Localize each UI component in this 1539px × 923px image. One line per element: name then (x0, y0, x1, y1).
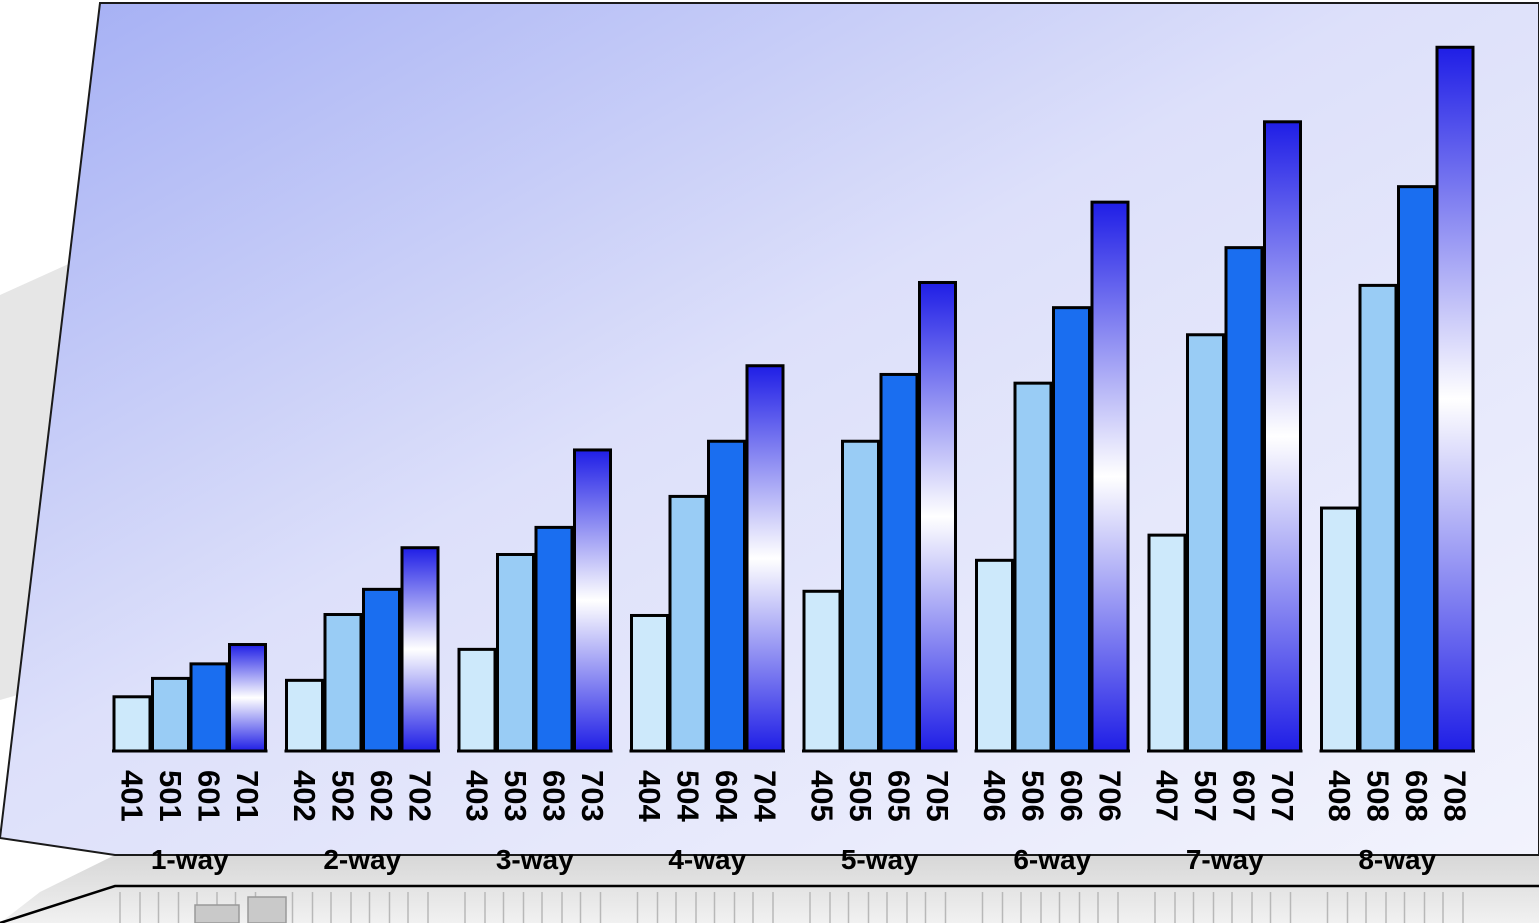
bar-701 (228, 643, 267, 753)
bar-705 (918, 280, 957, 753)
tick-label-608: 608 (1399, 770, 1434, 822)
tick-label-602: 602 (364, 770, 399, 822)
bar-608 (1397, 185, 1436, 753)
bar-601 (189, 662, 229, 753)
tick-label-603: 603 (537, 770, 572, 822)
bars-layer (112, 45, 1475, 753)
bar-504 (668, 494, 708, 753)
bar-605 (879, 372, 919, 753)
bar-408 (1320, 506, 1359, 753)
group-label-6-way: 6-way (1013, 844, 1091, 875)
bar-604 (707, 439, 746, 753)
bar-704 (745, 364, 785, 753)
group-label-4-way: 4-way (668, 844, 746, 875)
tick-label-704: 704 (748, 770, 783, 822)
group-label-3-way: 3-way (496, 844, 574, 875)
tick-label-403: 403 (460, 770, 495, 822)
bar-708 (1435, 45, 1475, 753)
bar-607 (1224, 246, 1264, 753)
tick-label-406: 406 (977, 770, 1012, 822)
bar-505 (841, 439, 880, 753)
bar-404 (630, 613, 669, 753)
tick-label-708: 708 (1438, 770, 1473, 822)
group-label-2-way: 2-way (323, 844, 401, 875)
tick-label-507: 507 (1188, 770, 1223, 822)
tick-label-506: 506 (1016, 770, 1051, 822)
tick-label-404: 404 (632, 770, 667, 822)
group-label-1-way: 1-way (151, 844, 229, 875)
chart-floor (0, 855, 1539, 923)
bar-401 (112, 695, 152, 753)
tick-label-504: 504 (671, 770, 706, 822)
group-label-7-way: 7-way (1186, 844, 1264, 875)
group-label-5-way: 5-way (841, 844, 919, 875)
bar-502 (323, 613, 363, 753)
group-label-8-way: 8-way (1358, 844, 1436, 875)
bar-707 (1263, 120, 1302, 753)
tick-label-701: 701 (230, 770, 265, 822)
bar-702 (400, 546, 440, 753)
bar-503 (496, 552, 535, 753)
bar-506 (1013, 381, 1053, 753)
tick-label-707: 707 (1265, 770, 1300, 822)
tick-label-502: 502 (326, 770, 361, 822)
tick-label-402: 402 (287, 770, 322, 822)
tick-label-601: 601 (192, 770, 227, 822)
tick-label-408: 408 (1322, 770, 1357, 822)
bar-508 (1358, 283, 1398, 753)
tick-label-705: 705 (920, 770, 955, 822)
tick-label-501: 501 (153, 770, 188, 822)
bar-706 (1090, 200, 1130, 753)
bar-606 (1052, 306, 1091, 753)
bar-603 (534, 525, 574, 753)
tick-label-706: 706 (1093, 770, 1128, 822)
bar-405 (802, 589, 842, 753)
bar-507 (1186, 333, 1225, 753)
tick-label-604: 604 (709, 770, 744, 822)
bar-501 (151, 676, 190, 753)
tick-label-605: 605 (882, 770, 917, 822)
bar-602 (362, 587, 401, 753)
tick-label-703: 703 (575, 770, 610, 822)
bar-407 (1147, 533, 1187, 753)
floor-stripes (119, 892, 1464, 923)
tick-label-401: 401 (115, 770, 150, 822)
bar-403 (457, 647, 497, 753)
tick-label-607: 607 (1227, 770, 1262, 822)
tick-label-606: 606 (1054, 770, 1089, 822)
bar-402 (285, 678, 324, 753)
bar-406 (975, 558, 1014, 753)
bar-703 (573, 448, 612, 753)
tick-label-508: 508 (1361, 770, 1396, 822)
tick-label-505: 505 (843, 770, 878, 822)
tick-label-702: 702 (403, 770, 438, 822)
tick-label-503: 503 (498, 770, 533, 822)
tick-label-405: 405 (805, 770, 840, 822)
tick-label-407: 407 (1150, 770, 1185, 822)
